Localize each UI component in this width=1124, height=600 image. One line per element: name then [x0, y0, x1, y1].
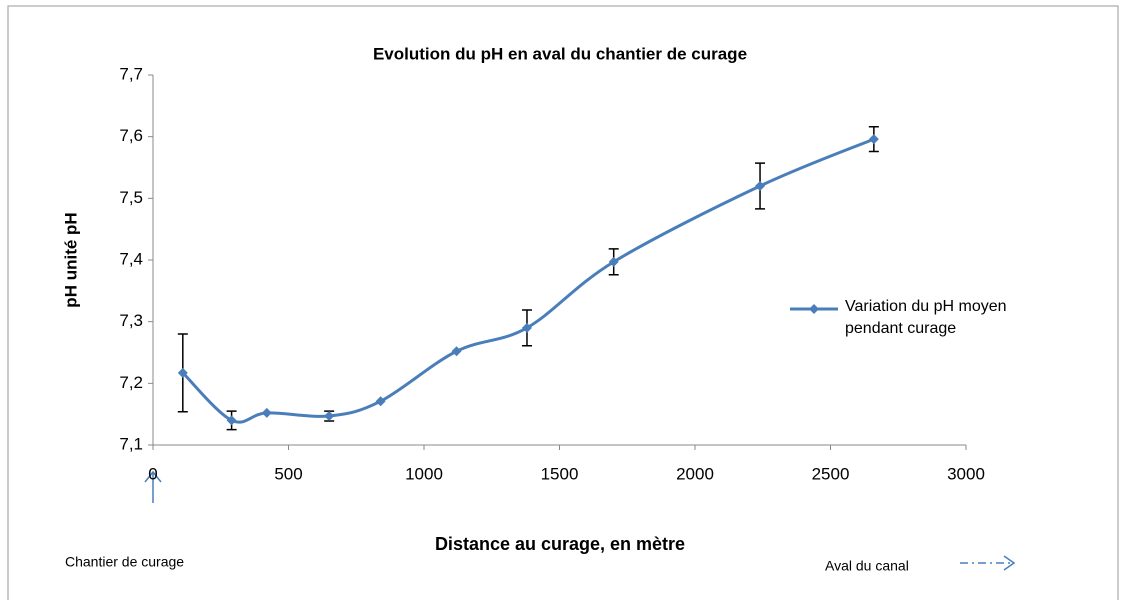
marker [261, 407, 272, 418]
marker [521, 322, 532, 333]
legend: Variation du pH moyen pendant curage [845, 296, 1055, 340]
annotation: Chantier de curage [65, 554, 184, 570]
y-tick-label: 7,7 [119, 64, 143, 83]
y-tick-label: 7,2 [119, 373, 143, 392]
marker [375, 396, 386, 407]
marker [226, 415, 237, 426]
marker [451, 346, 462, 357]
annotation: Aval du canal [825, 558, 909, 574]
y-tick-label: 7,4 [119, 249, 143, 268]
marker [608, 256, 619, 267]
marker [868, 134, 879, 145]
y-axis-label: pH unité pH [61, 212, 80, 307]
chart-title: Evolution du pH en aval du chantier de c… [373, 44, 747, 63]
x-tick-label: 500 [274, 464, 302, 483]
x-tick-label: 0 [148, 464, 157, 483]
x-tick-label: 3000 [947, 464, 985, 483]
x-tick-label: 2500 [812, 464, 850, 483]
marker [177, 367, 188, 378]
x-axis-label: Distance au curage, en mètre [435, 534, 685, 554]
frame [7, 5, 1119, 600]
marker [324, 411, 335, 422]
series-line [181, 137, 875, 424]
legend-label: Variation du pH moyen pendant curage [845, 298, 1007, 337]
x-tick-label: 2000 [676, 464, 714, 483]
x-tick-label: 1000 [405, 464, 443, 483]
y-tick-label: 7,6 [119, 126, 143, 145]
x-tick-label: 1500 [541, 464, 579, 483]
y-tick-label: 7,1 [119, 434, 143, 453]
arrow-head [1003, 555, 1016, 571]
arrow [144, 470, 162, 503]
marker [755, 181, 766, 191]
y-tick-label: 7,5 [119, 188, 143, 207]
y-tick-label: 7,3 [119, 311, 143, 330]
legend-marker [809, 304, 819, 314]
